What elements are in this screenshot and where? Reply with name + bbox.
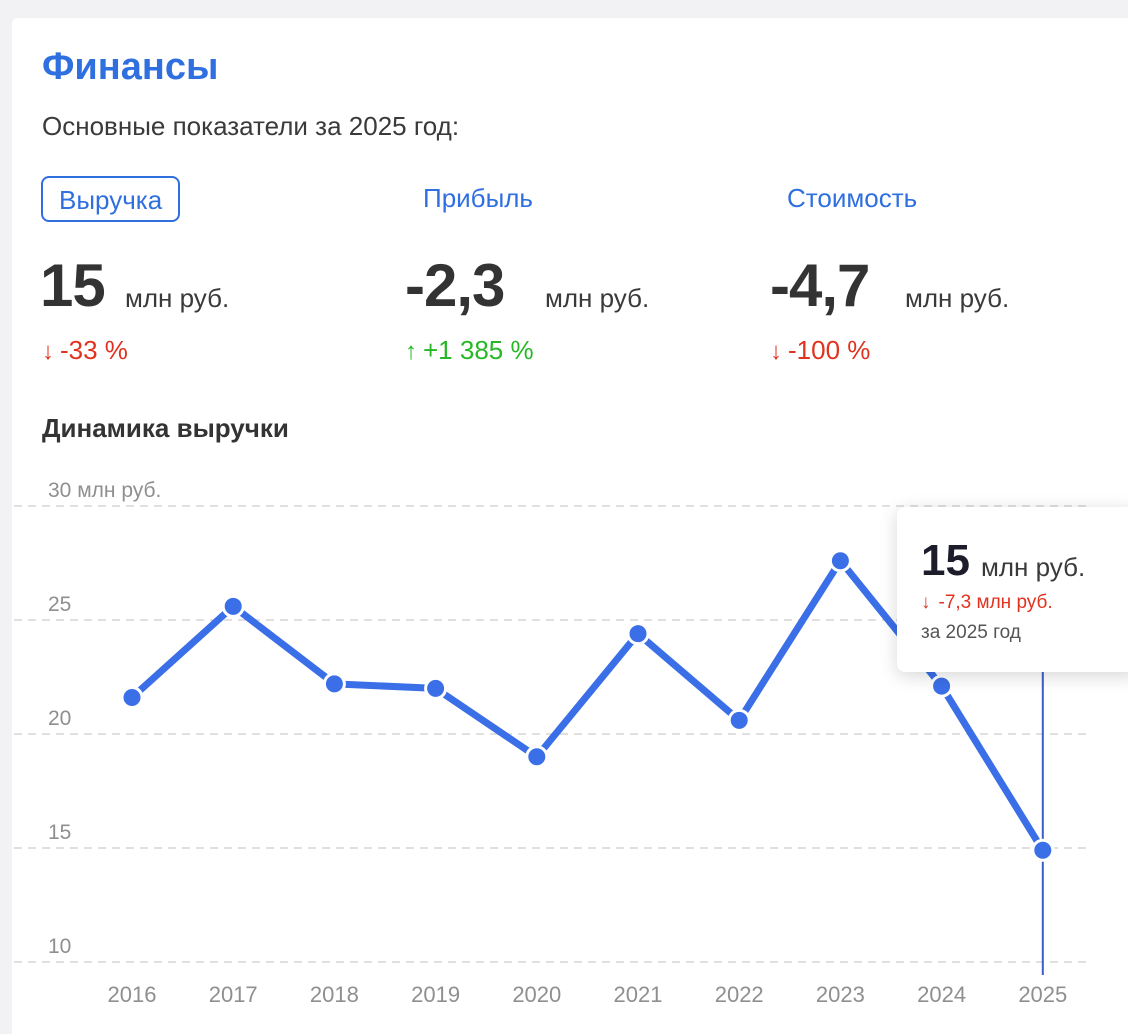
arrow-down-icon: ↓ — [42, 338, 54, 365]
x-tick-label: 2023 — [816, 982, 865, 1007]
page-subtitle: Основные показатели за 2025 год: — [42, 111, 460, 141]
data-point — [1031, 838, 1055, 862]
data-point — [424, 676, 448, 700]
x-tick-label: 2016 — [108, 982, 157, 1007]
value-change: ↓ -100 % — [770, 334, 870, 368]
tooltip-period: за 2025 год — [921, 622, 1021, 643]
tab-profit[interactable]: Прибыль — [423, 183, 533, 213]
y-tick-label: 10 — [48, 935, 71, 958]
value-value: -4,7 — [770, 252, 870, 319]
profit-unit: млн руб. — [545, 283, 650, 313]
data-point — [525, 745, 549, 769]
x-tick-label: 2021 — [614, 982, 663, 1007]
tab-value[interactable]: Стоимость — [787, 183, 918, 213]
data-point — [322, 672, 346, 696]
series-line — [128, 557, 1047, 854]
revenue-change: ↓ -33 % — [42, 334, 128, 368]
chart-title: Динамика выручки — [42, 413, 289, 443]
y-tick-label: 15 — [48, 821, 71, 844]
arrow-up-icon: ↑ — [405, 338, 417, 365]
chart-tooltip: 15 млн руб. ↓ -7,3 млн руб. за 2025 год — [897, 507, 1128, 672]
value-change-text: -100 % — [788, 335, 871, 365]
data-point — [930, 674, 954, 698]
x-tick-label: 2020 — [512, 982, 561, 1007]
data-point — [120, 686, 144, 710]
y-tick-label: 20 — [48, 707, 71, 730]
arrow-down-icon: ↓ — [770, 338, 782, 365]
data-point — [221, 594, 245, 618]
x-tick-label: 2025 — [1018, 982, 1067, 1007]
profit-value: -2,3 — [405, 252, 505, 319]
value-unit: млн руб. — [905, 283, 1010, 313]
x-tick-label: 2018 — [310, 982, 359, 1007]
y-tick-label: 30 млн руб. — [48, 479, 161, 502]
arrow-down-icon: ↓ — [921, 592, 931, 613]
tab-revenue[interactable]: Выручка — [41, 176, 181, 222]
x-tick-label: 2017 — [209, 982, 258, 1007]
revenue-unit: млн руб. — [125, 283, 230, 313]
profit-change-text: +1 385 % — [423, 335, 534, 365]
data-point — [828, 549, 852, 573]
y-tick-label: 25 — [48, 593, 71, 616]
revenue-change-text: -33 % — [60, 335, 128, 365]
x-tick-label: 2019 — [411, 982, 460, 1007]
tooltip-change: ↓ -7,3 млн руб. — [921, 591, 1053, 615]
profit-change: ↑ +1 385 % — [405, 334, 534, 368]
tooltip-unit: млн руб. — [981, 552, 1086, 582]
x-tick-label: 2022 — [715, 982, 764, 1007]
page-title: Финансы — [42, 46, 219, 88]
data-point — [626, 622, 650, 646]
data-point — [727, 708, 751, 732]
tooltip-change-text: -7,3 млн руб. — [938, 592, 1053, 613]
revenue-value: 15 — [40, 252, 106, 319]
x-tick-label: 2024 — [917, 982, 966, 1007]
tooltip-value: 15 — [921, 536, 970, 585]
